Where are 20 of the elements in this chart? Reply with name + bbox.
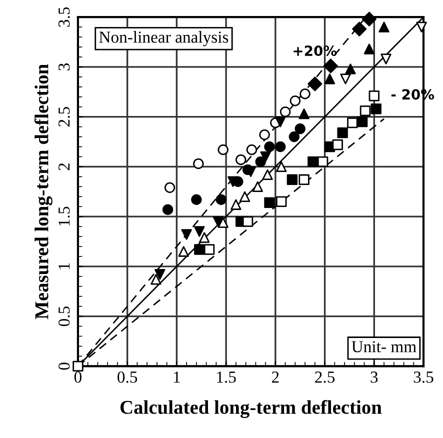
y-tick-label: 0.5 <box>58 306 70 326</box>
x-tick-label: 2 <box>272 372 279 383</box>
x-tick-label: 2.5 <box>315 372 335 383</box>
x-tick-label: 0.5 <box>118 372 138 383</box>
y-tick-label: 3.5 <box>58 7 70 27</box>
annotation: Unit- mm <box>352 341 416 352</box>
y-tick-label: 2.5 <box>58 107 70 127</box>
y-tick-label: 0 <box>58 362 70 370</box>
y-tick-label: 1 <box>58 263 70 270</box>
y-axis-title: Measured long-term deflection <box>34 64 52 320</box>
y-tick-label: 1.5 <box>58 206 70 226</box>
y-tick-label: 3 <box>58 63 70 70</box>
annotation: Non-linear analysis <box>99 31 228 46</box>
x-tick-label: 1 <box>174 372 180 383</box>
x-axis-title: Calculated long-term deflection <box>120 400 382 418</box>
x-tick-label: 3.5 <box>414 372 434 383</box>
x-tick-label: 3 <box>370 372 378 383</box>
x-tick-label: 1.5 <box>217 372 236 383</box>
x-tick-label: 0 <box>74 372 82 383</box>
y-tick-label: 2 <box>58 163 70 170</box>
